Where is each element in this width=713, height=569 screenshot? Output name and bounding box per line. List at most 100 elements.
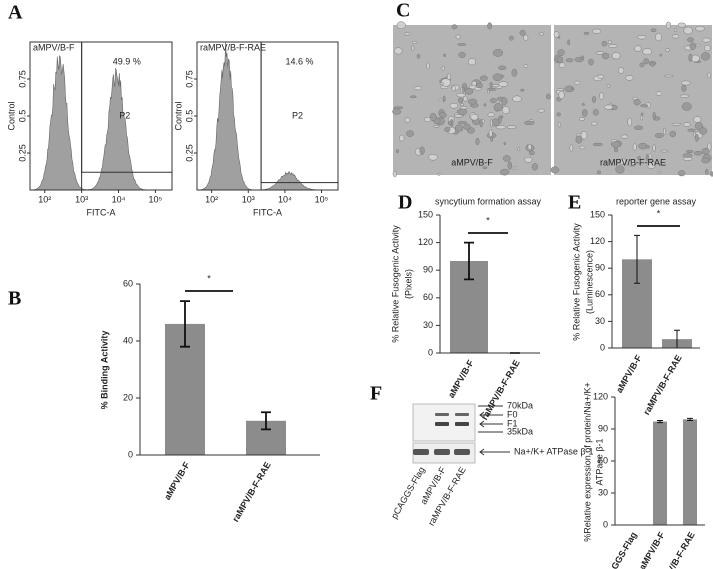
band xyxy=(455,413,469,416)
cell xyxy=(520,88,525,92)
x-tick-label: pCAGGS-Flag xyxy=(600,530,639,569)
cell xyxy=(429,113,437,122)
cell xyxy=(634,125,644,130)
cell xyxy=(457,97,464,104)
cell xyxy=(495,125,506,130)
cell xyxy=(611,52,621,60)
axis xyxy=(611,215,700,349)
cell xyxy=(606,83,611,88)
cell xyxy=(492,73,503,82)
cell xyxy=(512,95,522,103)
marker-label: Na+/K+ ATPase β-1 xyxy=(514,446,594,456)
gate-percent: 49.9 % xyxy=(113,56,141,66)
cell xyxy=(640,104,649,108)
cell xyxy=(650,28,657,33)
histogram-outline xyxy=(29,55,172,191)
cell xyxy=(683,26,693,35)
cell xyxy=(491,84,500,88)
cell xyxy=(479,119,483,128)
x-axis-label: FITC-A xyxy=(87,207,116,217)
marker-label: F0 xyxy=(507,409,518,419)
cell xyxy=(475,137,480,146)
cell xyxy=(660,149,669,153)
y-tick-label: 0 xyxy=(603,519,608,529)
cell xyxy=(395,149,400,154)
band xyxy=(434,449,450,455)
error-bar xyxy=(687,417,693,421)
x-axis-label: FITC-A xyxy=(253,207,282,217)
cell xyxy=(596,170,601,175)
y-tick-label: 90 xyxy=(423,265,433,275)
y-tick-label: 150 xyxy=(418,209,433,219)
chart-title: reporter gene assay xyxy=(616,196,697,206)
cell xyxy=(455,34,461,40)
cell xyxy=(467,58,477,66)
cell xyxy=(645,154,649,162)
cell xyxy=(446,73,452,80)
gate-region xyxy=(260,41,339,184)
cell xyxy=(451,24,458,30)
gate-region xyxy=(81,41,173,173)
cell xyxy=(488,129,493,138)
cell xyxy=(537,108,545,113)
y-axis-label: %Relative expression of protein/Na+/K+ xyxy=(582,382,592,542)
cell xyxy=(556,56,564,64)
y-tick-label: 120 xyxy=(593,391,608,401)
cell xyxy=(500,97,508,106)
panel-label: A xyxy=(8,2,23,24)
cell xyxy=(411,41,418,44)
cell xyxy=(487,112,495,118)
cell xyxy=(396,21,406,30)
arrow xyxy=(479,448,510,456)
y-tick-label: 0.75 xyxy=(17,70,27,88)
y-tick-label: 90 xyxy=(598,423,608,433)
y-tick-label: 30 xyxy=(595,316,605,326)
cell xyxy=(558,62,566,69)
cell xyxy=(591,121,598,126)
cell xyxy=(523,64,529,68)
cell xyxy=(607,40,612,45)
cell xyxy=(643,58,649,65)
cell xyxy=(695,25,705,32)
cell xyxy=(404,117,411,123)
cell xyxy=(604,104,614,110)
cell xyxy=(458,51,466,58)
cell xyxy=(470,113,479,121)
cell xyxy=(689,42,697,50)
cell xyxy=(411,45,415,51)
cell xyxy=(680,80,691,86)
lane-label: pCAGGS-Flag xyxy=(389,465,427,520)
cell xyxy=(681,102,692,111)
y-tick-label: 0.25 xyxy=(17,144,27,162)
significance-mark: * xyxy=(207,273,211,283)
cell xyxy=(457,108,468,116)
cell xyxy=(646,161,656,169)
y-tick-label: 90 xyxy=(595,263,605,273)
cell xyxy=(578,117,585,121)
micrographs: aMPV/B-F raMPV/B-F-RAE xyxy=(392,21,713,178)
cell xyxy=(527,144,532,150)
y-axis-label: Control xyxy=(6,101,16,130)
cell xyxy=(574,80,581,85)
cell xyxy=(581,109,588,117)
y-tick-label: 0.5 xyxy=(17,110,27,123)
y-tick-label: 40 xyxy=(123,335,133,345)
cell xyxy=(659,53,663,57)
cell xyxy=(601,40,608,47)
cell xyxy=(688,53,693,62)
cell xyxy=(464,87,474,95)
cell xyxy=(691,54,700,63)
cell xyxy=(471,80,477,87)
y-axis-label: % Binding Activity xyxy=(99,331,109,410)
cell xyxy=(677,22,687,28)
cell xyxy=(628,159,637,168)
cell xyxy=(620,134,629,139)
cell xyxy=(556,112,561,117)
x-tick-label: 10² xyxy=(38,194,51,204)
cell xyxy=(439,111,447,119)
cell xyxy=(463,123,471,130)
cell xyxy=(456,92,466,98)
cell xyxy=(467,98,478,105)
plot-title: raMPV/B-F-RAE xyxy=(200,42,266,52)
cell xyxy=(443,53,447,57)
